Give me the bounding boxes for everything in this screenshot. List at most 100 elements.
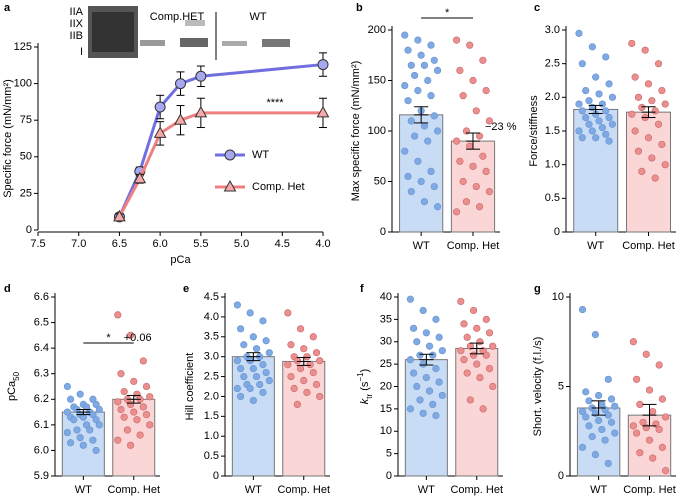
data-point	[489, 342, 497, 350]
data-point	[575, 127, 583, 135]
data-point	[139, 357, 147, 365]
data-point	[142, 411, 151, 419]
data-point	[634, 93, 643, 101]
data-point	[82, 403, 91, 411]
data-point	[92, 446, 100, 455]
data-point	[575, 29, 583, 37]
legend-marker	[224, 149, 236, 161]
y-axis-label-part: Hill coefficient	[184, 353, 196, 421]
data-point	[70, 416, 78, 424]
data-point	[578, 134, 586, 142]
data-point	[89, 436, 97, 444]
y-tick-label: 2.5	[545, 58, 560, 70]
data-point	[575, 100, 583, 108]
data-point	[120, 413, 128, 421]
y-tick-label: 0	[386, 470, 392, 482]
data-point	[142, 382, 151, 391]
data-point	[256, 380, 264, 389]
significance: *	[106, 332, 111, 344]
data-point	[592, 73, 600, 81]
data-point	[406, 405, 414, 413]
x-tick-label: 6.5	[112, 238, 127, 250]
x-tick-label: WT	[587, 240, 604, 252]
marker	[113, 209, 126, 222]
data-point	[433, 203, 442, 211]
data-point	[126, 441, 135, 449]
data-point	[595, 416, 603, 425]
data-point	[460, 320, 468, 328]
data-point	[438, 347, 446, 355]
data-point	[476, 373, 484, 382]
data-point	[658, 86, 666, 95]
data-point	[114, 398, 122, 406]
data-point	[284, 309, 292, 317]
data-point	[414, 157, 422, 165]
x-tick-label: 5.0	[234, 238, 249, 250]
data-point	[86, 426, 94, 434]
data-point	[249, 333, 257, 341]
data-point	[604, 411, 612, 419]
data-point	[259, 388, 267, 397]
y-tick-label: 1.0	[204, 430, 219, 442]
data-point	[651, 174, 659, 182]
y-tick-label: 100	[368, 125, 386, 137]
data-point	[638, 167, 646, 175]
data-point	[591, 450, 599, 459]
data-point	[404, 46, 412, 54]
data-point	[95, 405, 103, 414]
data-point	[472, 182, 480, 191]
x-tick-label: 4.0	[315, 238, 330, 250]
data-point	[262, 337, 270, 345]
y-tick-label: 10	[552, 291, 564, 303]
gel-band	[140, 40, 165, 46]
y-tick-label: 50	[20, 151, 32, 163]
x-axis-label: pCa	[170, 254, 191, 266]
data-point	[578, 443, 587, 451]
data-point	[424, 137, 432, 145]
data-point	[435, 333, 443, 341]
data-point	[649, 407, 657, 416]
data-point	[456, 66, 464, 74]
data-point	[585, 422, 593, 430]
data-point	[413, 382, 421, 391]
data-point	[604, 459, 612, 468]
data-point	[284, 361, 292, 369]
data-point	[629, 338, 637, 346]
data-point	[425, 342, 434, 350]
legend-marker	[223, 179, 237, 192]
gel	[88, 6, 290, 60]
data-point	[648, 154, 656, 162]
data-point	[459, 92, 467, 100]
data-point	[485, 329, 494, 337]
data-point	[605, 113, 613, 122]
y-tick-label: 6.4	[34, 342, 49, 354]
data-point	[236, 365, 245, 373]
data-point	[466, 142, 474, 150]
x-tick-label: Comp. Het	[107, 484, 160, 496]
y-tick-label: 2.5	[204, 370, 219, 382]
y-tick-label: 6.2	[34, 393, 49, 405]
y-tick-label: 10	[380, 425, 392, 437]
y-tick-label: 6.5	[34, 316, 49, 328]
data-point	[407, 188, 415, 196]
data-point	[642, 350, 650, 358]
x-tick-label: WT	[413, 240, 430, 252]
data-point	[432, 365, 440, 373]
data-point	[466, 41, 474, 49]
y-axis-label-part: −1	[356, 372, 365, 382]
data-point	[636, 449, 644, 457]
y-tick-label: 5	[386, 448, 392, 460]
data-point	[120, 388, 128, 396]
data-point	[582, 388, 590, 396]
data-point	[469, 76, 477, 85]
data-point	[63, 408, 71, 416]
data-point	[469, 162, 477, 170]
y-tick-label: 0.5	[545, 192, 560, 204]
data-point	[602, 107, 610, 115]
data-point	[644, 134, 653, 142]
data-point	[433, 127, 442, 135]
data-point	[466, 396, 474, 404]
data-point	[130, 377, 138, 385]
data-point	[407, 117, 415, 125]
